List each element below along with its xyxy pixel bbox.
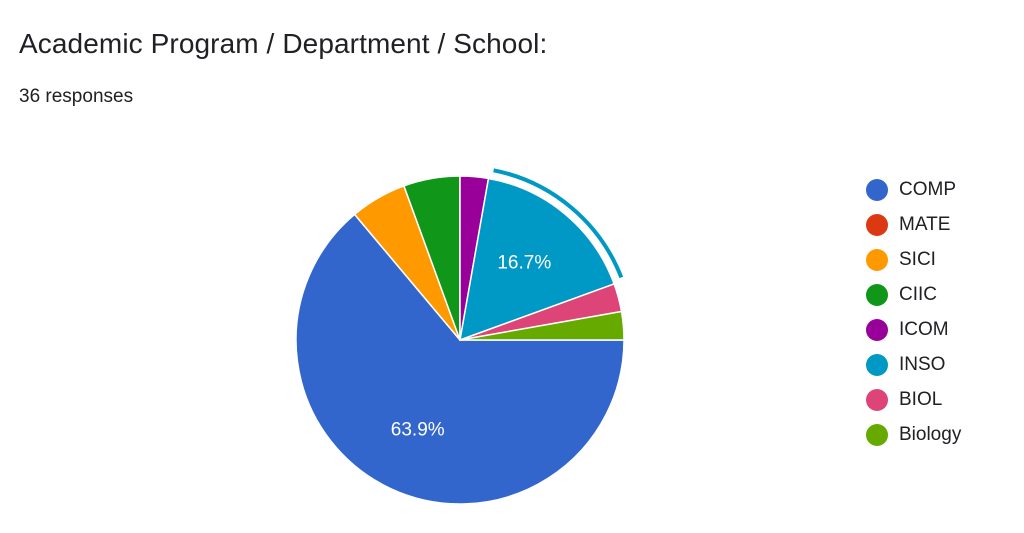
legend-label-biology: Biology [899,423,962,445]
pie-slice-biology[interactable] [459,310,625,341]
legend-item-ciic[interactable]: CIIC [866,277,961,312]
chart-legend: COMP MATE SICI CIIC ICOM INSO BIOL Biology [866,172,961,452]
legend-swatch-comp [866,178,888,201]
response-count: 36 responses [19,86,134,107]
legend-swatch-sici [866,248,888,271]
legend-item-inso[interactable]: INSO [866,347,961,382]
legend-swatch-biol [866,388,888,411]
legend-label-inso: INSO [899,353,946,375]
legend-label-comp: COMP [899,178,956,200]
legend-item-mate[interactable]: MATE [866,207,961,242]
legend-label-icom: ICOM [899,318,949,340]
legend-item-comp[interactable]: COMP [866,172,961,207]
legend-item-icom[interactable]: ICOM [866,312,961,347]
legend-swatch-mate [866,213,888,236]
legend-item-biol[interactable]: BIOL [866,382,961,417]
legend-label-ciic: CIIC [899,283,937,305]
legend-item-sici[interactable]: SICI [866,242,961,277]
legend-swatch-ciic [866,283,888,306]
chart-title: Academic Program / Department / School: [19,28,548,59]
data-label-comp: 63.9% [391,420,445,441]
legend-swatch-inso [866,353,888,376]
data-label-inso: 16.7% [497,252,551,273]
legend-swatch-biology [866,423,888,446]
legend-label-sici: SICI [899,248,936,270]
pie-slice-inso[interactable] [459,177,616,342]
legend-label-biol: BIOL [899,388,943,410]
pie-slice-comp[interactable] [295,213,625,505]
legend-swatch-icom [866,318,888,341]
legend-item-biology[interactable]: Biology [866,417,961,452]
pie-slice-highlight-inso [493,168,624,279]
legend-label-mate: MATE [899,213,951,235]
